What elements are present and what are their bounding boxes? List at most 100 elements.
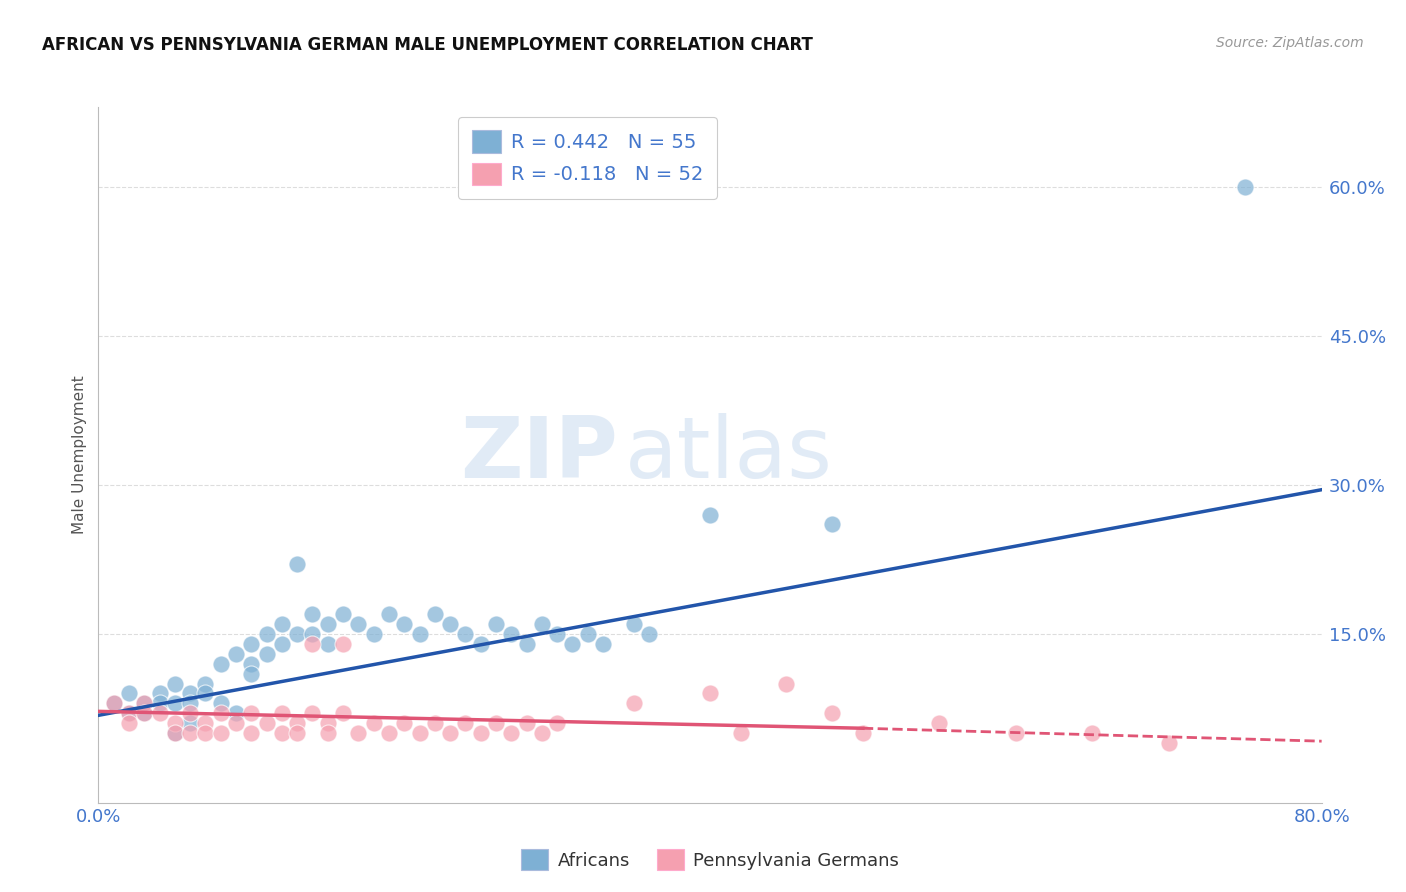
Point bbox=[546, 627, 568, 641]
Point bbox=[439, 726, 461, 740]
Point bbox=[928, 716, 950, 731]
Point bbox=[423, 716, 446, 731]
Point bbox=[285, 716, 308, 731]
Point bbox=[209, 657, 232, 671]
Point bbox=[699, 508, 721, 522]
Point bbox=[470, 726, 492, 740]
Point bbox=[118, 706, 141, 721]
Point bbox=[240, 706, 263, 721]
Point bbox=[240, 726, 263, 740]
Point bbox=[1234, 179, 1257, 194]
Point bbox=[134, 697, 156, 711]
Point bbox=[163, 697, 186, 711]
Point bbox=[118, 706, 141, 721]
Point bbox=[1157, 736, 1180, 750]
Point bbox=[623, 616, 645, 631]
Point bbox=[623, 697, 645, 711]
Point bbox=[118, 686, 141, 700]
Point bbox=[179, 716, 201, 731]
Point bbox=[301, 607, 323, 621]
Point bbox=[270, 726, 292, 740]
Point bbox=[240, 657, 263, 671]
Point bbox=[332, 607, 354, 621]
Point bbox=[301, 627, 323, 641]
Point bbox=[1004, 726, 1026, 740]
Point bbox=[194, 726, 217, 740]
Text: AFRICAN VS PENNSYLVANIA GERMAN MALE UNEMPLOYMENT CORRELATION CHART: AFRICAN VS PENNSYLVANIA GERMAN MALE UNEM… bbox=[42, 36, 813, 54]
Point bbox=[408, 627, 430, 641]
Point bbox=[240, 637, 263, 651]
Point bbox=[516, 637, 538, 651]
Point bbox=[194, 676, 217, 690]
Point bbox=[179, 726, 201, 740]
Point bbox=[179, 697, 201, 711]
Legend: Africans, Pennsylvania Germans: Africans, Pennsylvania Germans bbox=[515, 842, 905, 877]
Point bbox=[163, 726, 186, 740]
Point bbox=[256, 716, 278, 731]
Point bbox=[485, 616, 508, 631]
Point bbox=[454, 627, 477, 641]
Point bbox=[516, 716, 538, 731]
Point bbox=[546, 716, 568, 731]
Point bbox=[363, 716, 385, 731]
Point bbox=[576, 627, 599, 641]
Point bbox=[103, 697, 125, 711]
Text: ZIP: ZIP bbox=[461, 413, 619, 497]
Point bbox=[501, 627, 523, 641]
Point bbox=[637, 627, 661, 641]
Point bbox=[194, 716, 217, 731]
Point bbox=[485, 716, 508, 731]
Point bbox=[240, 666, 263, 681]
Point bbox=[332, 706, 354, 721]
Point bbox=[392, 616, 416, 631]
Point bbox=[225, 647, 247, 661]
Point bbox=[347, 726, 370, 740]
Point bbox=[423, 607, 446, 621]
Point bbox=[775, 676, 797, 690]
Point bbox=[561, 637, 583, 651]
Point bbox=[347, 616, 370, 631]
Point bbox=[501, 726, 523, 740]
Point bbox=[470, 637, 492, 651]
Point bbox=[301, 706, 323, 721]
Point bbox=[392, 716, 416, 731]
Point bbox=[316, 637, 339, 651]
Point bbox=[134, 697, 156, 711]
Point bbox=[225, 716, 247, 731]
Point bbox=[592, 637, 614, 651]
Point bbox=[134, 706, 156, 721]
Text: Source: ZipAtlas.com: Source: ZipAtlas.com bbox=[1216, 36, 1364, 50]
Point bbox=[378, 607, 401, 621]
Point bbox=[149, 686, 172, 700]
Point bbox=[285, 726, 308, 740]
Point bbox=[408, 726, 430, 740]
Point bbox=[256, 647, 278, 661]
Point bbox=[163, 716, 186, 731]
Point bbox=[149, 697, 172, 711]
Point bbox=[209, 706, 232, 721]
Point bbox=[730, 726, 752, 740]
Text: atlas: atlas bbox=[624, 413, 832, 497]
Point bbox=[134, 706, 156, 721]
Point bbox=[1081, 726, 1104, 740]
Point bbox=[209, 697, 232, 711]
Point bbox=[699, 686, 721, 700]
Point bbox=[149, 706, 172, 721]
Point bbox=[285, 627, 308, 641]
Point bbox=[163, 726, 186, 740]
Point bbox=[256, 627, 278, 641]
Point bbox=[316, 726, 339, 740]
Point bbox=[821, 706, 844, 721]
Point bbox=[852, 726, 875, 740]
Point bbox=[530, 616, 553, 631]
Point bbox=[270, 706, 292, 721]
Point bbox=[378, 726, 401, 740]
Point bbox=[179, 686, 201, 700]
Point bbox=[454, 716, 477, 731]
Point bbox=[118, 716, 141, 731]
Point bbox=[209, 726, 232, 740]
Point bbox=[316, 716, 339, 731]
Point bbox=[316, 616, 339, 631]
Point bbox=[270, 637, 292, 651]
Y-axis label: Male Unemployment: Male Unemployment bbox=[72, 376, 87, 534]
